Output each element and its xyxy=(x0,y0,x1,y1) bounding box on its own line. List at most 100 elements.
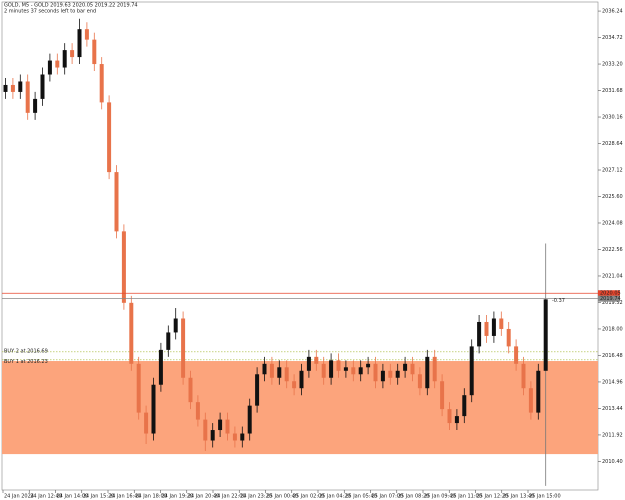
x-tick-label: 24 Jan 22:00 xyxy=(214,494,246,500)
candle-body xyxy=(77,29,82,58)
candle-body xyxy=(40,74,45,99)
candle-body xyxy=(358,367,363,375)
candle-body xyxy=(395,370,400,378)
y-tick-label: 2010.40 xyxy=(602,459,623,465)
candle-body xyxy=(366,363,371,368)
candle-body xyxy=(218,419,223,431)
x-tick-label: 24 Jan 15:20 xyxy=(83,494,115,500)
candle-body xyxy=(25,81,30,113)
candle-body xyxy=(403,363,408,371)
candle-body xyxy=(144,412,149,434)
candle-body xyxy=(491,318,496,336)
candle-body xyxy=(255,374,260,406)
candle-body xyxy=(129,302,134,364)
ask-tag-label: 2020.05 xyxy=(600,291,621,297)
x-tick-label: 24 Jan 16:40 xyxy=(109,494,141,500)
candle-body xyxy=(343,367,348,371)
x-tick-label: 25 Jan 13:40 xyxy=(503,494,535,500)
candle-body xyxy=(247,405,252,434)
candle-body xyxy=(373,363,378,382)
candle-body xyxy=(477,321,482,347)
candle-body xyxy=(388,370,393,378)
x-tick-label: 24 Jan 20:40 xyxy=(188,494,220,500)
candle-body xyxy=(210,430,215,441)
candle-body xyxy=(166,332,171,350)
y-tick-label: 2018.00 xyxy=(602,326,623,332)
x-tick-label: 24 Jan 23:20 xyxy=(240,494,272,500)
candle-body xyxy=(425,356,430,389)
y-tick-label: 2027.12 xyxy=(602,168,623,174)
order-label: BUY 1 at 2016.23 xyxy=(4,359,48,365)
candle-body xyxy=(454,416,459,424)
candle-body xyxy=(121,231,126,303)
y-tick-label: 2036.24 xyxy=(602,9,623,15)
candle-body xyxy=(506,328,511,347)
candle-body xyxy=(3,84,8,92)
candle-body xyxy=(195,402,200,420)
y-tick-label: 2019.52 xyxy=(602,300,623,306)
x-tick-label: 25 Jan 05:40 xyxy=(345,494,377,500)
candle-body xyxy=(284,367,289,382)
x-tick-label: 25 Jan 15:00 xyxy=(529,494,561,500)
chart-title: GOLD, M5 - GOLD 2019.63 2020.05 2019.22 … xyxy=(4,3,138,9)
candle-body xyxy=(84,29,89,40)
y-tick-label: 2028.64 xyxy=(602,141,623,147)
candle-body xyxy=(543,299,548,371)
candle-body xyxy=(188,377,193,403)
candle-body xyxy=(225,419,230,434)
candle-body xyxy=(410,363,415,375)
y-tick-label: 2011.92 xyxy=(602,432,623,438)
candle-body xyxy=(277,367,282,378)
order-label: BUY 2 at 2016.69 xyxy=(4,348,48,354)
ask-tag xyxy=(598,290,620,297)
chart-subtitle: 2 minutes 37 seconds left to bar end xyxy=(4,9,96,15)
candle-body xyxy=(33,98,38,113)
candle-body xyxy=(484,321,489,336)
candle-body xyxy=(240,433,245,441)
candle-body xyxy=(136,363,141,413)
y-tick-label: 2033.20 xyxy=(602,62,623,68)
candle-body xyxy=(62,50,67,68)
candle-body xyxy=(417,374,422,389)
candle-body xyxy=(114,172,119,232)
candle-body xyxy=(536,370,541,413)
candle-body xyxy=(158,349,163,385)
y-tick-label: 2024.08 xyxy=(602,220,623,226)
candle-body xyxy=(514,346,519,364)
candle-body xyxy=(70,50,75,58)
x-tick-label: 25 Jan 11:00 xyxy=(450,494,482,500)
x-tick-label: 25 Jan 02:00 xyxy=(293,494,325,500)
candle-body xyxy=(173,318,178,333)
x-tick-label: 25 Jan 09:40 xyxy=(424,494,456,500)
y-tick-label: 2025.60 xyxy=(602,194,623,200)
y-tick-label: 2014.96 xyxy=(602,379,623,385)
candle-body xyxy=(203,419,208,441)
candle-body xyxy=(47,60,52,75)
x-tick-label: 24 Jan 12:40 xyxy=(30,494,62,500)
candle-body xyxy=(55,60,60,68)
candle-body xyxy=(10,84,15,92)
bid-tag xyxy=(598,295,620,302)
candle-body xyxy=(336,360,341,371)
x-tick-label: 24 Jan 18:00 xyxy=(135,494,167,500)
candle-body xyxy=(99,64,104,103)
candle-body xyxy=(351,367,356,375)
candle-body xyxy=(469,346,474,396)
candle-body xyxy=(181,318,186,378)
y-tick-label: 2034.72 xyxy=(602,35,623,41)
candle-body xyxy=(462,395,467,417)
candle-body xyxy=(314,356,319,364)
candle-body xyxy=(232,433,237,441)
candle-body xyxy=(292,381,297,389)
candle-body xyxy=(447,409,452,424)
x-tick-label: 25 Jan 00:40 xyxy=(267,494,299,500)
candle-body xyxy=(321,363,326,378)
x-tick-label: 25 Jan 08:20 xyxy=(398,494,430,500)
y-tick-label: 2031.68 xyxy=(602,88,623,94)
x-tick-label: 25 Jan 07:00 xyxy=(372,494,404,500)
candle-body xyxy=(528,388,533,413)
candle-body xyxy=(18,81,23,92)
y-tick-label: 2013.44 xyxy=(602,406,623,412)
